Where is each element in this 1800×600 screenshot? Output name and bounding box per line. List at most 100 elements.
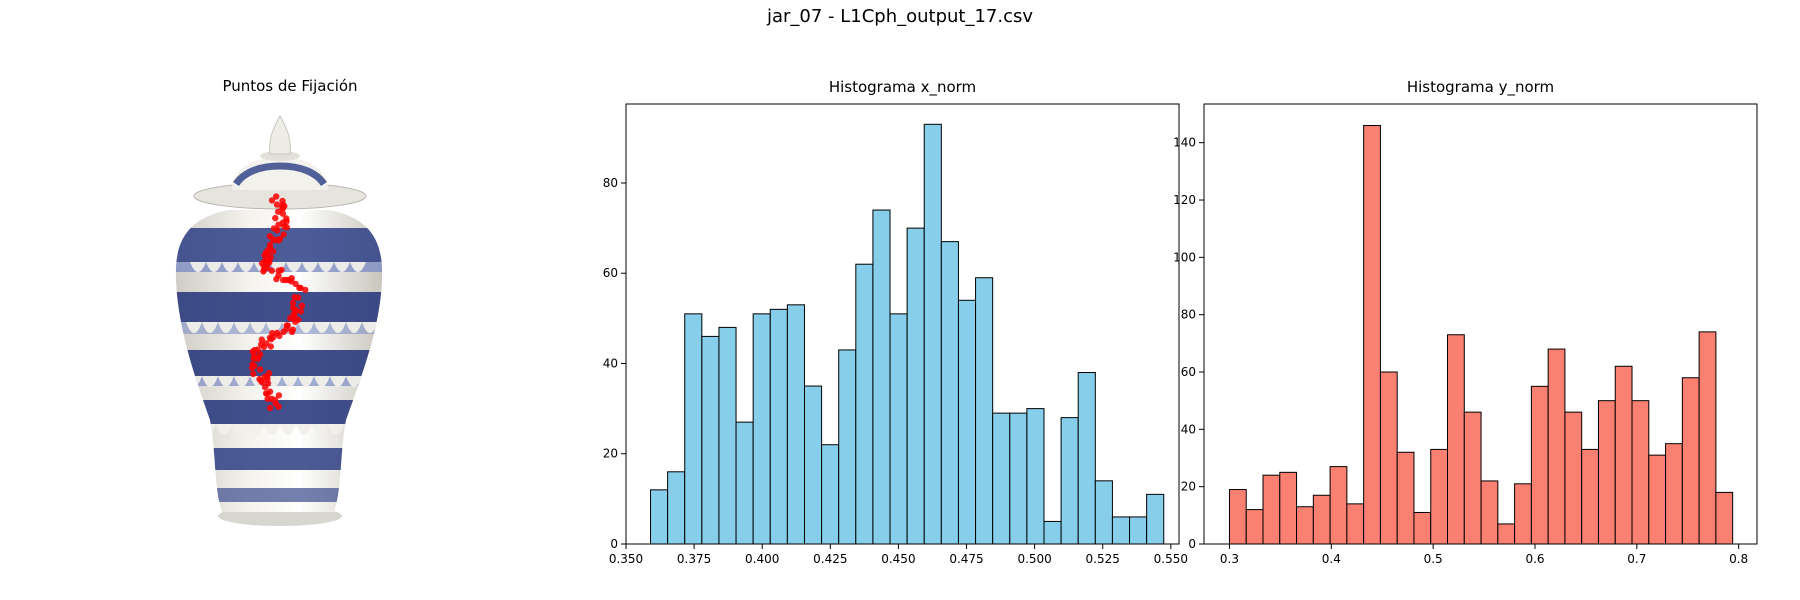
histogram-x-bar — [992, 412, 1011, 545]
histogram-x-bar — [1009, 412, 1028, 545]
x-tick-label: 0.4 — [1322, 552, 1341, 566]
histogram-x-bar — [667, 471, 686, 545]
histogram-x-bar — [1043, 520, 1062, 545]
histogram-y-bar — [1530, 385, 1549, 545]
histogram-x-bar — [838, 349, 857, 545]
x-histogram: 0.350 0.375 0.400 0.425 0.450 0.475 0.500 0.525… — [603, 103, 1188, 566]
fixation-point — [269, 236, 277, 243]
fixation-point — [268, 335, 275, 343]
fixation-point — [297, 308, 305, 315]
histogram-x-bar — [821, 444, 840, 545]
histogram-x-bar — [1111, 516, 1131, 545]
fixation-point — [272, 400, 279, 407]
histogram-x-bar — [701, 335, 720, 545]
histogram-x-bar — [735, 421, 754, 545]
y-tick-label: 120 — [1173, 193, 1196, 207]
fixation-point — [288, 328, 296, 336]
x-histogram-frame — [625, 103, 1180, 545]
fixation-point — [264, 264, 271, 271]
histogram-x-bar — [684, 313, 703, 545]
y-tick-label: 40 — [1181, 422, 1196, 436]
x-tick-label: 0.425 — [813, 552, 847, 566]
histogram-y-bar — [1614, 365, 1633, 545]
x-tick-label: 0.350 — [609, 552, 643, 566]
y-tick-label: 60 — [603, 266, 618, 280]
fixation-point — [267, 343, 274, 350]
fixation-point — [291, 293, 298, 301]
histogram-x-bar — [855, 263, 874, 545]
x-tick-label: 0.450 — [881, 552, 915, 566]
fixation-point — [291, 313, 298, 320]
y-tick-label: 100 — [1173, 250, 1196, 264]
fixation-point — [268, 197, 276, 204]
fixation-point — [289, 299, 297, 307]
histogram-y-bar — [1631, 400, 1650, 545]
fixation-point — [266, 404, 274, 412]
fixation-point — [258, 378, 266, 386]
fixation-point — [276, 332, 283, 340]
histogram-y-bar — [1379, 371, 1398, 545]
histogram-y-bar — [1346, 503, 1365, 545]
histogram-y-bar — [1715, 491, 1734, 545]
histogram-x-bar — [718, 326, 737, 545]
fixation-point — [275, 237, 282, 244]
histogram-y-bar — [1581, 448, 1599, 545]
histogram-x-bar — [650, 489, 669, 545]
histogram-y-bar — [1564, 411, 1583, 545]
histogram-x-bar — [975, 277, 994, 545]
histogram-x-bar — [957, 299, 977, 545]
fixation-point — [275, 267, 282, 274]
histogram-y-bar — [1329, 466, 1348, 545]
histogram-x-bar — [940, 241, 959, 545]
histogram-x-bar — [1146, 493, 1165, 545]
fixation-point — [280, 231, 287, 238]
histogram-x-bar — [769, 308, 788, 545]
fixation-point — [288, 275, 295, 282]
histogram-x-bar — [923, 123, 942, 545]
histogram-x-bar — [1060, 417, 1079, 545]
fixation-point — [281, 223, 288, 230]
histogram-y-bar — [1413, 511, 1432, 545]
fixation-points — [248, 193, 309, 412]
histogram-x-bar — [906, 227, 925, 545]
histogram-y-bar — [1547, 348, 1566, 545]
fixation-point — [275, 392, 283, 399]
histogram-y-bar — [1312, 494, 1331, 545]
histogram-y-bar — [1363, 124, 1381, 545]
histogram-y-bar — [1245, 509, 1264, 545]
fixation-point — [273, 201, 281, 208]
fixation-point — [258, 341, 265, 348]
histogram-y-bar — [1430, 448, 1449, 545]
fixation-point — [279, 210, 287, 217]
y-tick-label: 80 — [1181, 308, 1196, 322]
histogram-x-bar — [752, 313, 771, 545]
histogram-y-bar — [1648, 454, 1667, 545]
y-tick-label: 140 — [1173, 136, 1196, 150]
fixation-point — [282, 276, 290, 284]
jar-image — [175, 115, 383, 526]
histogram-y-bar — [1665, 443, 1683, 545]
fixation-point — [302, 286, 309, 294]
fixation-point — [292, 318, 299, 325]
histogram-x-bar — [1026, 408, 1045, 545]
x-tick-label: 0.475 — [949, 552, 983, 566]
histogram-x-bar — [1129, 516, 1148, 545]
y-histogram-frame — [1203, 103, 1758, 545]
histogram-y-bar — [1497, 523, 1516, 545]
x-tick-label: 0.550 — [1154, 552, 1188, 566]
histogram-y-bar — [1447, 334, 1465, 545]
histogram-x-bar — [889, 313, 908, 545]
fixation-point — [273, 227, 281, 234]
fixation-point — [264, 395, 271, 403]
fixation-point — [258, 336, 265, 343]
image-panel-title: Puntos de Fijación — [222, 77, 358, 95]
histogram-y-bar — [1698, 331, 1717, 545]
y-tick-label: 0 — [610, 537, 618, 551]
fixation-point — [279, 205, 287, 212]
histogram-x-bar — [803, 385, 823, 545]
histogram-y-bar — [1597, 400, 1616, 545]
histogram-y-bar — [1463, 411, 1482, 545]
x-histogram-title: Histograma x_norm — [828, 78, 977, 96]
fixation-point — [292, 280, 299, 288]
histogram-y-bar — [1480, 480, 1499, 545]
